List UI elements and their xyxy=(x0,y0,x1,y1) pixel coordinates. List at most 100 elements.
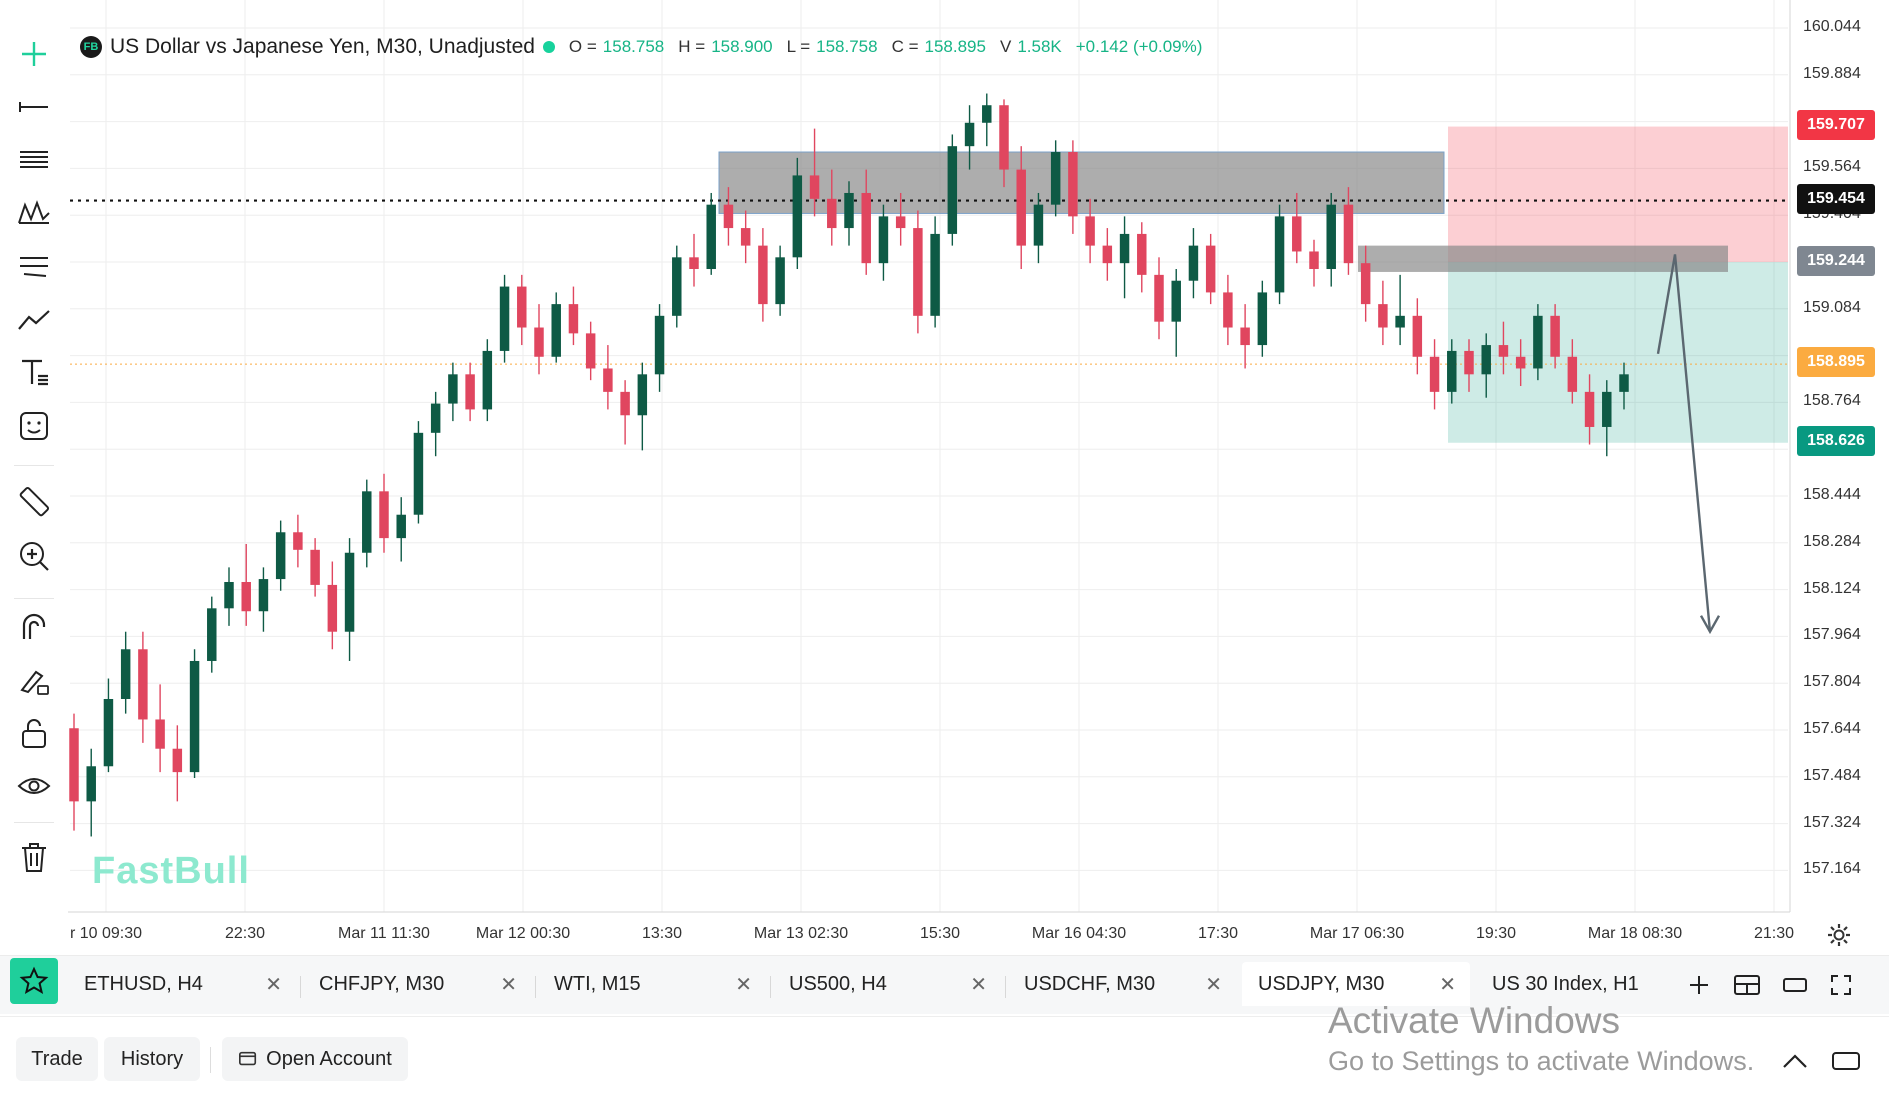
candle-body xyxy=(551,304,561,357)
candle-body xyxy=(603,368,613,392)
pattern-icon[interactable] xyxy=(12,191,56,235)
chart-settings-gear-icon[interactable] xyxy=(1824,920,1854,950)
unlock-icon[interactable] xyxy=(12,711,56,755)
history-button[interactable]: History xyxy=(104,1037,200,1081)
close-value: 158.895 xyxy=(924,37,986,56)
price-axis-label: 158.764 xyxy=(1803,392,1861,410)
eye-icon[interactable] xyxy=(12,764,56,808)
fullscreen-icon[interactable] xyxy=(1826,970,1856,1000)
close-icon[interactable]: ✕ xyxy=(1205,973,1222,996)
candle-body xyxy=(1515,356,1526,369)
price-axis-label: 159.884 xyxy=(1803,64,1861,82)
fastbull-badge: FB xyxy=(80,36,102,58)
tab-usdchf[interactable]: USDCHF, M30 ✕ xyxy=(1008,962,1236,1006)
tab-us30[interactable]: US 30 Index, H1 xyxy=(1476,962,1676,1006)
target-price-tag: 158.626 xyxy=(1797,426,1875,456)
price-chart[interactable] xyxy=(68,0,1858,960)
trend-line-icon[interactable] xyxy=(12,297,56,341)
tab-chfjpy[interactable]: CHFJPY, M30 ✕ xyxy=(303,962,531,1006)
emoji-icon[interactable] xyxy=(12,404,56,448)
current-price-tag: 158.895 xyxy=(1797,347,1875,377)
time-axis-label: Mar 16 04:30 xyxy=(1031,925,1127,942)
candle-body xyxy=(275,532,286,580)
candle-body xyxy=(138,649,148,720)
candle-body xyxy=(1602,391,1612,427)
candle-body xyxy=(1619,374,1629,392)
tab-ethusd[interactable]: ETHUSD, H4 ✕ xyxy=(68,962,296,1006)
open-account-button[interactable]: Open Account xyxy=(222,1037,408,1081)
candle-body xyxy=(861,192,871,264)
add-tab-icon[interactable] xyxy=(1684,970,1714,1000)
lock-drawing-icon[interactable] xyxy=(12,658,56,702)
candle-body xyxy=(1085,216,1095,246)
close-icon[interactable]: ✕ xyxy=(970,973,987,996)
tab-label: ETHUSD, H4 xyxy=(84,972,203,995)
candle-body xyxy=(1309,251,1319,270)
chart-area[interactable] xyxy=(68,0,1858,960)
layout-icon[interactable] xyxy=(1732,970,1762,1000)
candle-body xyxy=(155,719,165,749)
high-value: 158.900 xyxy=(711,37,773,56)
drawing-toolbar xyxy=(0,0,68,955)
tab-usdjpy[interactable]: USDJPY, M30 ✕ xyxy=(1242,962,1470,1006)
tab-label: WTI, M15 xyxy=(554,972,641,995)
candle-body xyxy=(792,175,803,258)
open-account-label: Open Account xyxy=(266,1047,392,1070)
candle-body xyxy=(448,374,458,404)
candle-body xyxy=(1567,356,1578,392)
price-axis-label: 157.324 xyxy=(1803,813,1861,831)
secondary-zone xyxy=(1358,245,1728,272)
candle-body xyxy=(654,315,665,375)
tab-us500[interactable]: US500, H4 ✕ xyxy=(773,962,1001,1006)
candle-body xyxy=(1584,391,1595,427)
price-axis-label: 158.284 xyxy=(1803,532,1861,550)
candle-body xyxy=(103,698,114,767)
tab-wti[interactable]: WTI, M15 ✕ xyxy=(538,962,766,1006)
close-icon[interactable]: ✕ xyxy=(265,973,282,996)
candle-body xyxy=(930,233,940,316)
chevron-up-icon[interactable] xyxy=(1778,1049,1812,1073)
favorite-star-icon[interactable] xyxy=(10,958,58,1004)
candle-body xyxy=(396,514,406,539)
fibonacci-icon[interactable] xyxy=(12,138,56,182)
candle-body xyxy=(964,122,975,147)
zoom-in-icon[interactable] xyxy=(12,534,56,578)
text-tool-icon[interactable] xyxy=(12,350,56,394)
candle-body xyxy=(706,204,716,270)
candle-body xyxy=(1154,274,1164,322)
magnet-icon[interactable] xyxy=(12,605,56,649)
candle-body xyxy=(207,608,217,661)
close-icon[interactable]: ✕ xyxy=(500,973,517,996)
trade-button[interactable]: Trade xyxy=(16,1037,98,1081)
price-axis-label: 157.644 xyxy=(1803,720,1861,737)
panel-toggle-icon[interactable] xyxy=(1830,1049,1862,1073)
candle-body xyxy=(413,432,424,515)
chart-tab-bar: ETHUSD, H4 ✕ CHFJPY, M30 ✕ WTI, M15 ✕ US500… xyxy=(0,955,1889,1014)
candle-body xyxy=(430,403,441,433)
ruler-icon[interactable] xyxy=(12,480,56,524)
time-axis-label: 13:30 xyxy=(641,925,683,942)
activate-windows-watermark: Activate Windows Go to Settings to activ… xyxy=(1328,1000,1754,1077)
horizontal-line-icon[interactable] xyxy=(12,85,56,129)
close-icon[interactable]: ✕ xyxy=(1439,973,1456,996)
candle-body xyxy=(758,245,768,305)
close-icon[interactable]: ✕ xyxy=(735,973,752,996)
candle-body xyxy=(1343,204,1354,264)
divider xyxy=(210,1047,211,1073)
candle-body xyxy=(620,391,630,416)
supply-zone xyxy=(718,151,1445,214)
high-key: H = xyxy=(678,37,706,56)
candle-body xyxy=(775,257,785,305)
candle-body xyxy=(947,146,958,234)
activate-subtitle: Go to Settings to activate Windows. xyxy=(1328,1046,1755,1076)
symbol-title[interactable]: US Dollar vs Japanese Yen, M30, Unadjust… xyxy=(110,35,535,58)
candle-body xyxy=(1137,233,1147,275)
candle-body xyxy=(1326,204,1336,270)
channel-icon[interactable] xyxy=(12,244,56,288)
low-value: 158.758 xyxy=(816,37,878,56)
tab-label: CHFJPY, M30 xyxy=(319,972,445,995)
trash-icon[interactable] xyxy=(12,835,56,879)
crosshair-icon[interactable] xyxy=(12,32,56,76)
tab-label: USDJPY, M30 xyxy=(1258,972,1385,995)
window-icon[interactable] xyxy=(1780,970,1810,1000)
